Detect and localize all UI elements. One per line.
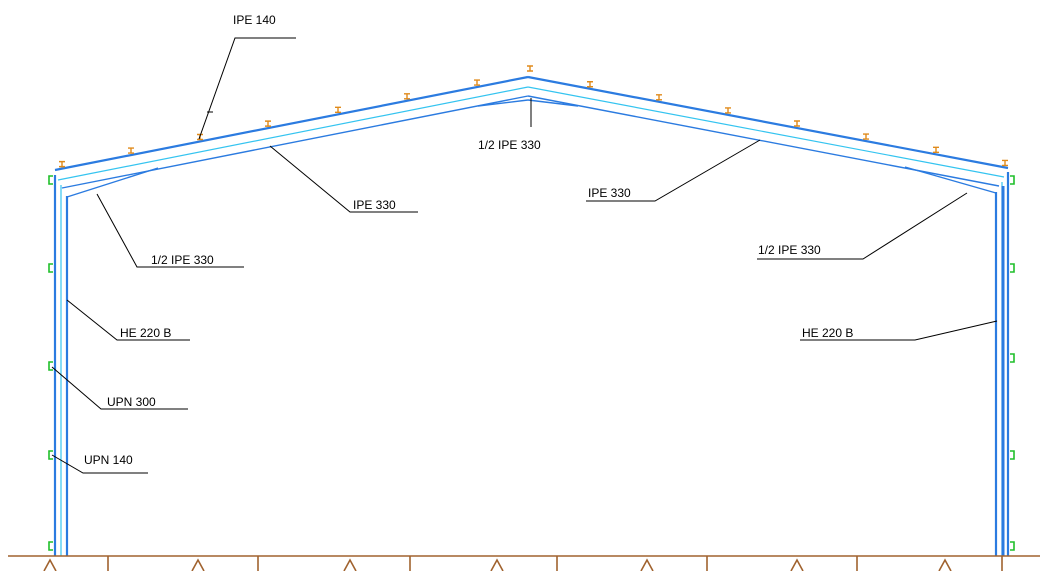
leader-left-haunch bbox=[96, 193, 244, 268]
label-upn-140: UPN 140 bbox=[84, 453, 133, 467]
purlin-mark bbox=[1002, 159, 1008, 167]
label-ridge-haunch: 1/2 IPE 330 bbox=[478, 138, 541, 152]
side-rail-mark bbox=[48, 263, 53, 273]
right-rafter-top-flange bbox=[527, 75, 1009, 170]
leader-upn-140 bbox=[51, 454, 148, 474]
support-pin bbox=[640, 558, 654, 571]
support-pin bbox=[938, 558, 952, 571]
foundation bbox=[8, 555, 1040, 571]
purlin-mark bbox=[527, 65, 533, 72]
purlin-mark bbox=[725, 107, 731, 114]
leader-left-column bbox=[66, 299, 190, 341]
side-rail-mark bbox=[48, 541, 53, 551]
side-rail-mark bbox=[1010, 450, 1015, 460]
steel-frame bbox=[53, 75, 1010, 556]
purlin-mark bbox=[656, 94, 662, 101]
annotations: IPE 140 1/2 IPE 330 IPE 330 IPE 330 1/2 … bbox=[51, 13, 998, 474]
left-haunch-lower-flange bbox=[66, 167, 159, 198]
purlin-mark bbox=[863, 133, 869, 140]
ground-supports bbox=[43, 556, 1003, 571]
leader-right-column bbox=[800, 320, 998, 341]
purlin-mark bbox=[128, 147, 134, 154]
left-rafter-top-flange bbox=[54, 75, 529, 172]
support-pin bbox=[490, 558, 504, 571]
leader-right-haunch bbox=[757, 192, 968, 260]
purlin-mark bbox=[59, 160, 65, 168]
purlin-mark bbox=[933, 146, 939, 154]
leader-left-rafter bbox=[269, 145, 418, 213]
label-right-column: HE 220 B bbox=[802, 326, 853, 340]
support-pin bbox=[790, 558, 804, 571]
label-upn-300: UPN 300 bbox=[107, 395, 156, 409]
ridge-haunch-right bbox=[527, 99, 579, 107]
label-left-rafter: IPE 330 bbox=[353, 198, 396, 212]
right-haunch-lower-flange bbox=[904, 166, 997, 194]
label-left-haunch: 1/2 IPE 330 bbox=[151, 253, 214, 267]
ridge-haunch-left bbox=[477, 99, 529, 107]
leader-upn-300 bbox=[51, 366, 188, 410]
purlin-mark bbox=[335, 106, 341, 114]
purlin-mark bbox=[474, 79, 480, 86]
leader-right-rafter bbox=[586, 139, 761, 202]
side-rail-mark bbox=[48, 361, 53, 371]
right-rafter-web bbox=[527, 86, 1005, 178]
label-right-rafter: IPE 330 bbox=[588, 186, 631, 200]
roof-purlins bbox=[59, 65, 1008, 168]
leader-top-purlin bbox=[198, 37, 296, 140]
left-rafter-bottom-flange bbox=[61, 95, 529, 189]
left-rafter-web bbox=[57, 86, 529, 181]
label-left-column: HE 220 B bbox=[120, 326, 171, 340]
side-rail-mark bbox=[48, 450, 53, 460]
side-rail-mark bbox=[1010, 541, 1015, 551]
label-right-haunch: 1/2 IPE 330 bbox=[758, 243, 821, 257]
side-rail-mark bbox=[1010, 175, 1015, 185]
side-rail-mark bbox=[1010, 263, 1015, 273]
purlin-mark bbox=[404, 93, 410, 100]
purlin-mark bbox=[587, 81, 593, 88]
purlin-mark bbox=[265, 120, 271, 127]
side-rail-mark bbox=[1010, 353, 1015, 363]
label-top-purlin: IPE 140 bbox=[233, 13, 276, 27]
support-pin bbox=[43, 558, 57, 571]
support-pin bbox=[343, 558, 357, 571]
support-pin bbox=[191, 558, 205, 571]
right-rafter-bottom-flange bbox=[527, 95, 1000, 187]
side-rail-mark bbox=[48, 175, 53, 185]
purlin-mark bbox=[794, 120, 800, 127]
wall-side-rails bbox=[48, 175, 1015, 551]
